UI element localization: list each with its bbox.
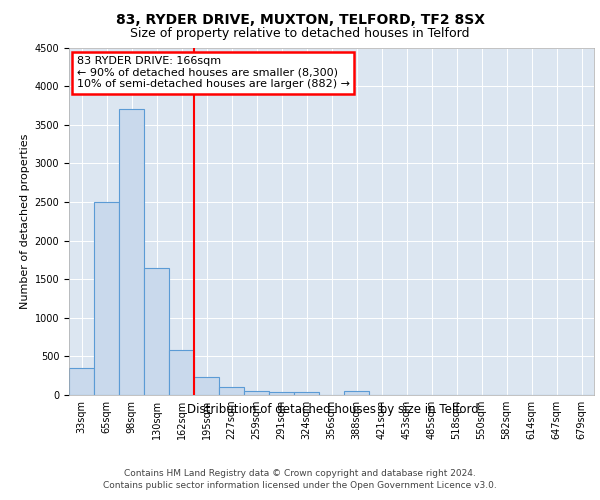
Bar [269, 392, 294, 395]
Text: 83, RYDER DRIVE, MUXTON, TELFORD, TF2 8SX: 83, RYDER DRIVE, MUXTON, TELFORD, TF2 8S… [115, 12, 485, 26]
Bar [219, 388, 244, 395]
Bar [194, 377, 219, 395]
Text: 83 RYDER DRIVE: 166sqm
← 90% of detached houses are smaller (8,300)
10% of semi-: 83 RYDER DRIVE: 166sqm ← 90% of detached… [77, 56, 350, 90]
Bar [69, 368, 94, 395]
Bar [244, 391, 269, 395]
Bar [294, 392, 319, 395]
Text: Contains HM Land Registry data © Crown copyright and database right 2024.
Contai: Contains HM Land Registry data © Crown c… [103, 468, 497, 490]
Bar [344, 391, 369, 395]
Bar [94, 202, 119, 395]
Bar [119, 110, 144, 395]
Text: Distribution of detached houses by size in Telford: Distribution of detached houses by size … [187, 402, 479, 415]
Bar [144, 268, 169, 395]
Bar [169, 350, 194, 395]
Y-axis label: Number of detached properties: Number of detached properties [20, 134, 31, 309]
Text: Size of property relative to detached houses in Telford: Size of property relative to detached ho… [130, 28, 470, 40]
